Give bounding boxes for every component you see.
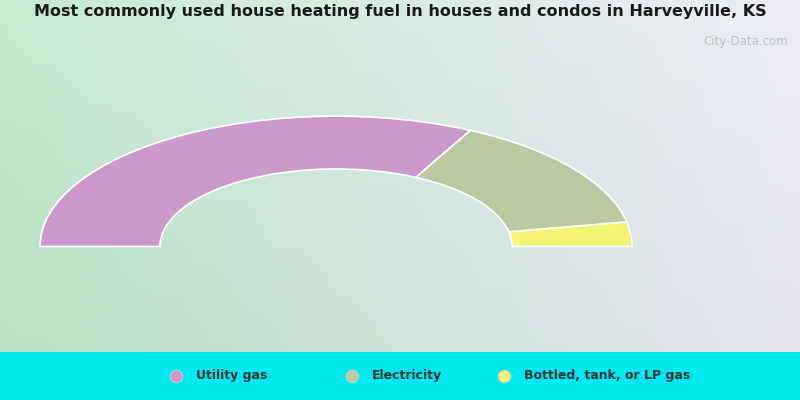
Text: City-Data.com: City-Data.com	[703, 35, 788, 48]
Wedge shape	[40, 116, 470, 246]
Wedge shape	[509, 222, 632, 246]
Text: Electricity: Electricity	[372, 370, 442, 382]
Text: Utility gas: Utility gas	[196, 370, 267, 382]
Text: Most commonly used house heating fuel in houses and condos in Harveyville, KS: Most commonly used house heating fuel in…	[34, 4, 766, 18]
Text: Bottled, tank, or LP gas: Bottled, tank, or LP gas	[524, 370, 690, 382]
Wedge shape	[416, 130, 626, 232]
